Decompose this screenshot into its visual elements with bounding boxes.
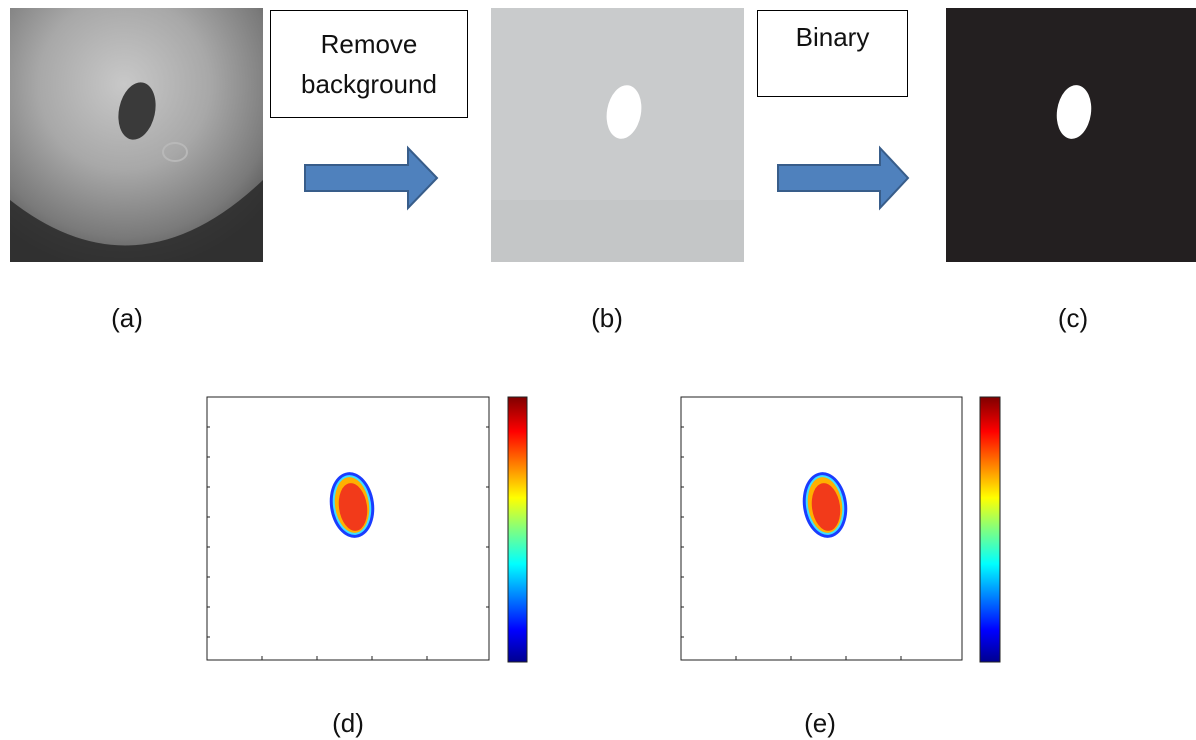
arrow [305, 148, 437, 208]
panel-label: (e) [804, 708, 836, 739]
panel-label: (c) [1058, 303, 1088, 334]
step-box: Binary [757, 10, 908, 97]
figure [0, 0, 1196, 740]
image-a [10, 8, 263, 262]
panel-label: (b) [591, 303, 623, 334]
heatmap-e [681, 397, 1000, 662]
image-c [946, 8, 1196, 262]
arrow [778, 148, 908, 208]
panel-label: (d) [332, 708, 364, 739]
heatmap-d [207, 397, 527, 662]
image-b [491, 8, 744, 262]
page: Remove background Binary (a) (b) (c) (d)… [0, 0, 1196, 740]
panel-label: (a) [111, 303, 143, 334]
step-box: Remove background [270, 10, 468, 118]
